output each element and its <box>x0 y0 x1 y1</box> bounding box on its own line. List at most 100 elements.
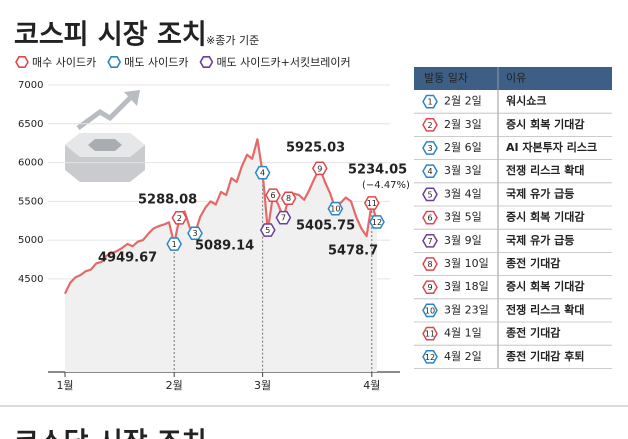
event-marker <box>327 201 344 216</box>
event-number: 7 <box>281 214 286 223</box>
row-number: 3 <box>427 144 432 153</box>
event-marker <box>369 215 385 229</box>
row-reason: 전쟁 리스크 확대 <box>506 163 585 177</box>
row-date: 3월 3일 <box>444 163 482 177</box>
row-date: 3월 5일 <box>444 210 482 224</box>
annotation: 4949.67 <box>98 251 157 266</box>
row-marker <box>422 257 438 271</box>
title: 코스피 시장 조치 <box>14 20 207 51</box>
annotation: 5234.05 <box>348 163 407 178</box>
row-marker <box>422 164 438 179</box>
row-date: 2월 3일 <box>444 117 482 131</box>
row-number: 7 <box>427 237 432 246</box>
row-reason: 워시쇼크 <box>506 95 546 108</box>
row-reason: AI 자본투자 리스크 <box>506 140 597 154</box>
row-date: 3월 9일 <box>444 233 482 247</box>
event-number: 11 <box>367 199 377 208</box>
row-marker <box>422 187 438 202</box>
row-reason: 전쟁 리스크 확대 <box>506 302 585 316</box>
y-tick-label: 6000 <box>18 158 43 169</box>
row-date: 3월 23일 <box>444 302 489 316</box>
row-number: 11 <box>425 330 435 339</box>
row-marker <box>422 303 438 318</box>
event-number: 4 <box>260 169 265 178</box>
event-marker <box>166 237 183 251</box>
row-date: 2월 6일 <box>444 140 482 154</box>
icon-hole <box>88 139 122 151</box>
annotation: 5288.08 <box>138 193 197 208</box>
row-reason: 국제 유가 급등 <box>506 186 574 200</box>
event-number: 8 <box>286 194 291 203</box>
event-number: 9 <box>317 164 322 173</box>
y-tick-label: 7000 <box>18 80 43 91</box>
event-marker <box>259 223 276 237</box>
y-tick-label: 5500 <box>18 196 43 207</box>
annotation: 5089.14 <box>195 239 254 254</box>
row-marker <box>422 141 438 155</box>
row-date: 3월 4일 <box>444 186 482 200</box>
table-header-cell: 이유 <box>506 72 526 85</box>
row-reason: 종전 기대감 <box>506 326 560 340</box>
subtitle: ※종가 기준 <box>206 34 259 47</box>
table-header <box>414 67 612 90</box>
y-tick-label: 4500 <box>18 274 43 285</box>
row-marker <box>422 326 438 341</box>
y-tick-label: 5000 <box>18 235 43 246</box>
row-marker <box>422 210 438 225</box>
x-tick-label: 3월 <box>254 379 271 392</box>
icon <box>65 90 145 182</box>
event-marker <box>275 210 292 225</box>
line-area <box>65 139 377 372</box>
event-number: 2 <box>177 214 182 223</box>
x-tick-label: 2월 <box>166 379 183 392</box>
x-tick-label: 1월 <box>56 379 73 392</box>
row-date: 2월 2일 <box>444 94 482 108</box>
legend-label: 매수 사이드카 <box>32 56 96 69</box>
row-date: 3월 10일 <box>444 256 489 270</box>
row-number: 9 <box>427 283 432 292</box>
row-reason: 국제 유가 급등 <box>506 233 574 247</box>
row-number: 1 <box>427 98 432 107</box>
icon-arrow <box>76 94 134 131</box>
annotation: 5405.75 <box>296 219 355 234</box>
next-title: 코스닥 시장 조치 <box>14 428 207 439</box>
row-marker <box>422 94 438 109</box>
table-header-cell: 발동 일자 <box>424 71 468 85</box>
line <box>64 138 379 295</box>
event-number: 1 <box>172 240 177 249</box>
legend-label: 매도 사이드카+서킷브레이커 <box>216 56 350 69</box>
legend-swatch <box>15 55 29 68</box>
annotation: 5478.7 <box>328 244 378 259</box>
row-reason: 종전 기대감 후퇴 <box>506 349 585 363</box>
event-marker <box>363 196 380 210</box>
event-marker <box>280 191 297 206</box>
row-marker <box>422 117 438 132</box>
legend-swatch <box>199 55 214 68</box>
annotation: (−4.47%) <box>362 180 410 191</box>
x-tick-label: 4월 <box>363 379 380 392</box>
row-number: 2 <box>427 121 432 130</box>
row-number: 12 <box>425 353 435 362</box>
event-marker <box>254 165 271 180</box>
event-marker <box>187 226 203 241</box>
row-marker <box>422 349 438 364</box>
row-reason: 종전 기대감 <box>506 256 560 270</box>
row-date: 4월 1일 <box>444 326 482 340</box>
legend-label: 매도 사이드카 <box>124 56 188 69</box>
row-reason: 증시 회복 기대감 <box>506 279 585 293</box>
row-number: 8 <box>427 260 432 269</box>
row-number: 10 <box>425 306 435 315</box>
event-number: 3 <box>192 229 197 238</box>
legend-swatch <box>107 55 122 68</box>
y-tick-label: 6500 <box>18 119 43 130</box>
event-number: 5 <box>265 226 270 235</box>
row-number: 4 <box>427 167 432 176</box>
row-reason: 증시 회복 기대감 <box>506 210 585 224</box>
icon-arrowhead <box>124 90 140 106</box>
event-marker <box>265 188 281 202</box>
row-date: 4월 2일 <box>444 349 482 363</box>
event-number: 10 <box>330 205 340 214</box>
annotation: 5925.03 <box>286 141 345 156</box>
